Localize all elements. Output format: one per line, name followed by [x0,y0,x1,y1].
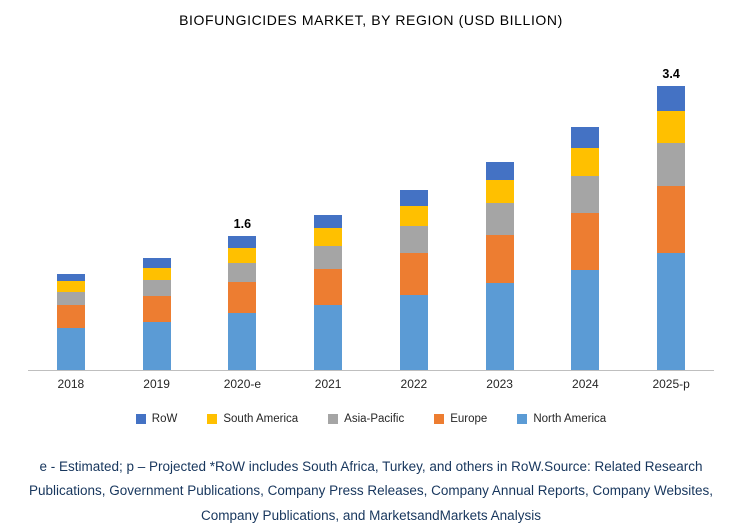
bar-segment-asia-pacific [399,226,428,253]
legend-swatch-europe [434,414,445,424]
bar-segment-north-america [485,283,514,370]
legend-label-row: RoW [151,413,178,425]
bar-segment-south-america [314,228,343,246]
data-label-2025-p: 3.4 [662,67,680,81]
bar-segment-asia-pacific [314,246,343,269]
legend-swatch-south-america [207,414,218,424]
x-tick-label-2024: 2024 [572,377,599,391]
x-tick-label-2019: 2019 [143,377,170,391]
legend-swatch-north-america [517,414,528,424]
x-tick-label-2022: 2022 [400,377,428,391]
bar-segment-asia-pacific [657,143,686,186]
x-axis-labels: 2018 2019 2020-e 2021 2022 2023 2024 2025-p [28,377,714,391]
stacked-bar-2020-e [228,236,257,370]
stacked-bar-2024 [571,127,600,370]
bar-segment-europe [228,282,257,313]
x-tick-label-2023: 2023 [486,377,513,391]
legend-label-europe: Europe [450,413,488,425]
bar-segment-europe [314,269,343,305]
bar-segment-asia-pacific [571,176,600,213]
data-label-2020-e: 1.6 [233,217,252,231]
bar-segment-row [228,236,257,248]
x-tick-label-2021: 2021 [314,377,342,391]
legend-label-asia-pacific: Asia-Pacific [344,413,405,425]
bar-segment-south-america [485,180,514,203]
legend-label-south-america: South America [223,413,299,425]
stacked-bar-2021 [314,215,343,370]
legend-item-europe: Europe [434,413,487,425]
bar-column-2025-p: 3.4 [636,67,706,370]
bar-column-2018 [36,274,106,370]
stacked-bar-2022 [399,190,428,370]
bar-column-2023 [465,162,535,370]
bar-column-2020-e: 1.6 [207,217,277,370]
bar-segment-europe [399,253,428,295]
bar-segment-north-america [142,322,171,370]
bar-segment-north-america [228,313,257,370]
bar-segment-north-america [56,328,85,370]
bar-segment-south-america [142,268,171,280]
legend-item-south-america: South America [207,413,298,425]
bar-column-2024 [550,127,620,370]
bar-column-2021 [293,215,363,370]
bar-segment-south-america [571,148,600,176]
stacked-bar-2018 [56,274,85,370]
stacked-bar-2025-p [657,86,686,370]
bar-segment-europe [657,186,686,253]
bar-segment-row [314,215,343,228]
x-tick-label-2018: 2018 [57,377,85,391]
x-tick-label-2020-e: 2020-e [223,377,262,391]
plot-area: 1.6 3.4 2018 2019 2020-e 2021 2022 2023 2024 202… [28,67,714,391]
legend-swatch-asia-pacific [328,414,339,424]
bar-column-2019 [122,258,192,370]
bar-segment-south-america [56,281,85,292]
bar-segment-south-america [657,111,686,143]
bar-segment-row [571,127,600,148]
stacked-bar-2023 [485,162,514,370]
legend: RoW South America Asia-Pacific Europe North … [0,413,742,425]
legend-item-north-america: North America [517,413,606,425]
bar-segment-asia-pacific [142,280,171,296]
legend-swatch-row [135,414,146,424]
bar-segment-europe [571,213,600,270]
legend-label-north-america: North America [533,413,607,425]
bar-segment-north-america [399,295,428,370]
bar-segment-row [485,162,514,180]
bar-segment-europe [485,235,514,283]
footnote: e - Estimated; p – Projected *RoW includ… [28,459,714,523]
legend-item-row: RoW [135,413,178,425]
bar-segment-row [142,258,171,268]
bar-segment-row [657,86,686,111]
legend-item-asia-pacific: Asia-Pacific [328,413,404,425]
stacked-bar-2019 [142,258,171,370]
bar-segment-south-america [399,206,428,226]
bar-segment-asia-pacific [228,263,257,282]
bar-segment-row [56,274,85,281]
bar-segment-north-america [314,305,343,370]
bar-segment-europe [142,296,171,322]
bars-container: 1.6 3.4 [28,67,714,371]
bar-segment-north-america [571,270,600,370]
chart-title: BIOFUNGICIDES MARKET, BY REGION (USD BIL… [179,12,563,28]
bar-segment-asia-pacific [56,292,85,305]
bar-segment-south-america [228,248,257,263]
bar-segment-row [399,190,428,206]
x-tick-label-2025-p: 2025-p [652,377,690,391]
bar-segment-europe [56,305,85,328]
bar-column-2022 [379,190,449,370]
bar-segment-north-america [657,253,686,370]
bar-segment-asia-pacific [485,203,514,235]
